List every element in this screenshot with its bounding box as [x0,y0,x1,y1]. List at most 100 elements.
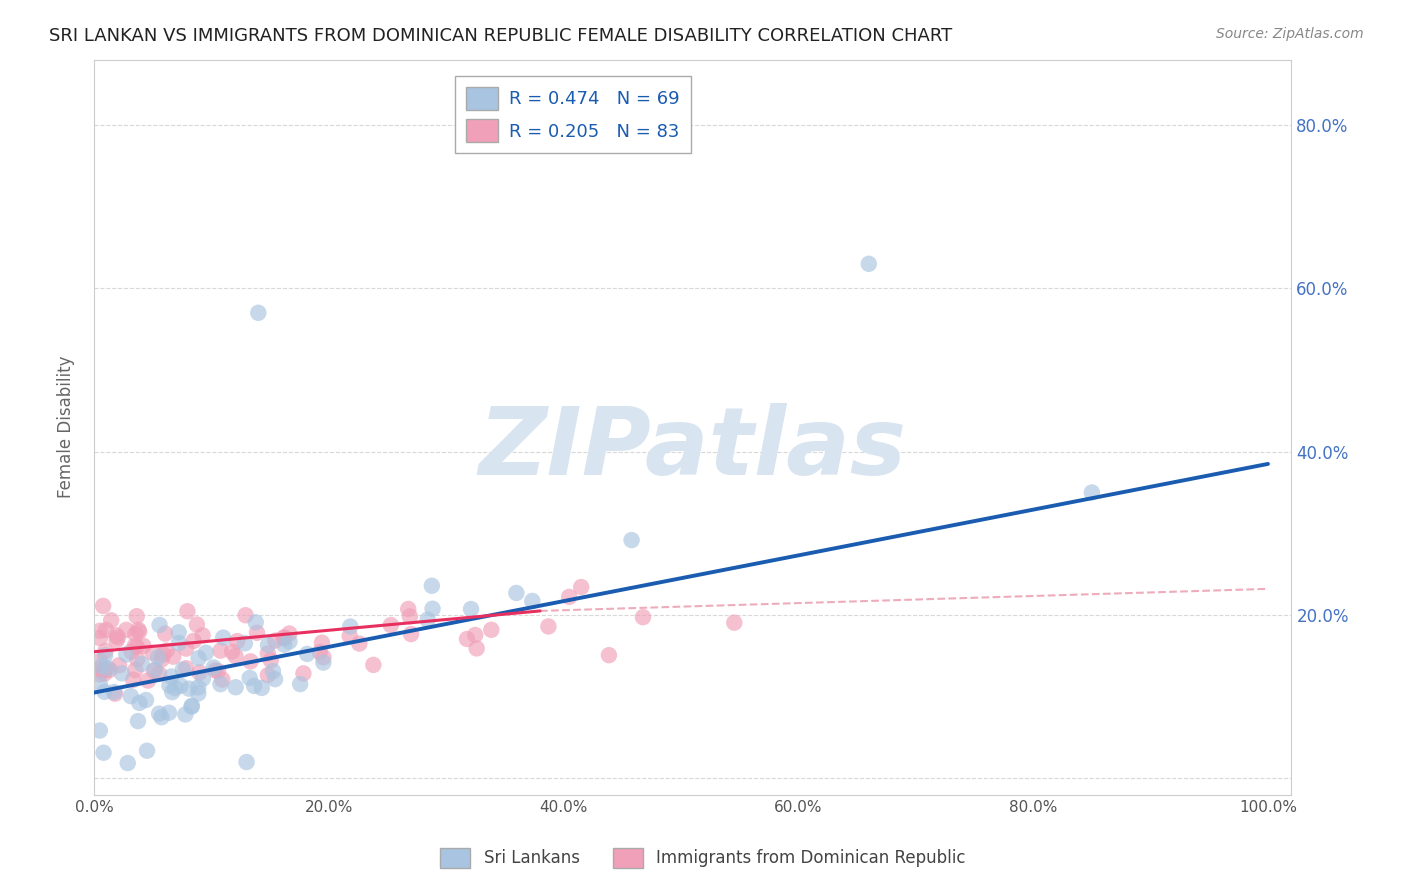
Point [124,627,146,641]
Point [128,624,150,639]
Point [247,306,270,320]
Point [264,633,287,648]
Point [89,654,111,668]
Point [187,651,209,665]
Point [202,660,225,674]
Point [363,657,385,672]
Point [104,687,127,701]
Point [172,663,194,677]
Point [191,672,214,686]
Point [127,652,149,666]
Point [479,623,502,637]
Point [150,710,173,724]
Point [122,673,145,687]
Point [569,580,592,594]
Point [111,666,134,681]
Point [858,257,880,271]
Point [89,677,111,691]
Point [127,714,149,728]
Legend: R = 0.474   N = 69, R = 0.205   N = 83: R = 0.474 N = 69, R = 0.205 N = 83 [456,76,690,153]
Point [288,677,311,691]
Point [239,671,262,685]
Point [598,648,620,662]
Point [105,628,128,642]
Point [143,663,166,677]
Point [278,626,301,640]
Point [273,631,295,645]
Point [89,631,111,645]
Point [162,685,184,699]
Point [127,623,149,637]
Point [273,638,295,652]
Point [156,643,179,657]
Legend: Sri Lankans, Immigrants from Dominican Republic: Sri Lankans, Immigrants from Dominican R… [433,841,973,875]
Point [136,673,159,688]
Point [108,658,131,673]
Point [194,646,217,660]
Point [456,632,478,646]
Point [311,635,333,649]
Point [165,681,187,695]
Point [157,706,180,720]
Point [125,609,148,624]
Point [174,661,197,675]
Point [399,609,422,624]
Point [174,707,197,722]
Point [89,624,111,638]
Point [399,627,422,641]
Point [187,686,209,700]
Point [295,647,318,661]
Point [264,672,287,686]
Point [167,625,190,640]
Point [160,669,183,683]
Point [273,632,295,646]
Point [115,623,138,637]
Point [339,629,361,643]
Text: SRI LANKAN VS IMMIGRANTS FROM DOMINICAN REPUBLIC FEMALE DISABILITY CORRELATION C: SRI LANKAN VS IMMIGRANTS FROM DOMINICAN … [49,27,952,45]
Point [98,663,121,677]
Point [558,590,581,604]
Point [262,664,284,678]
Point [142,664,165,678]
Point [460,602,482,616]
Point [146,650,169,665]
Point [191,628,214,642]
Point [142,646,165,660]
Point [349,636,371,650]
Point [128,696,150,710]
Point [207,664,229,678]
Point [94,623,117,637]
Point [89,723,111,738]
Point [93,746,115,760]
Point [631,610,654,624]
Point [169,679,191,693]
Point [177,681,200,696]
Point [180,699,202,714]
Point [211,673,233,687]
Point [136,744,159,758]
Text: ZIPatlas: ZIPatlas [478,403,907,495]
Point [212,631,235,645]
Point [174,641,197,656]
Point [422,601,444,615]
Point [120,644,142,658]
Point [94,644,117,658]
Point [416,613,439,627]
Point [150,652,173,666]
Point [245,615,267,630]
Point [89,667,111,681]
Point [235,608,257,623]
Point [465,641,488,656]
Point [124,639,146,653]
Point [125,640,148,654]
Point [620,533,643,547]
Point [209,643,232,657]
Point [162,649,184,664]
Point [537,619,560,633]
Point [312,656,335,670]
Point [103,685,125,699]
Point [97,661,120,675]
Point [187,681,209,695]
Point [131,657,153,671]
Point [256,647,278,661]
